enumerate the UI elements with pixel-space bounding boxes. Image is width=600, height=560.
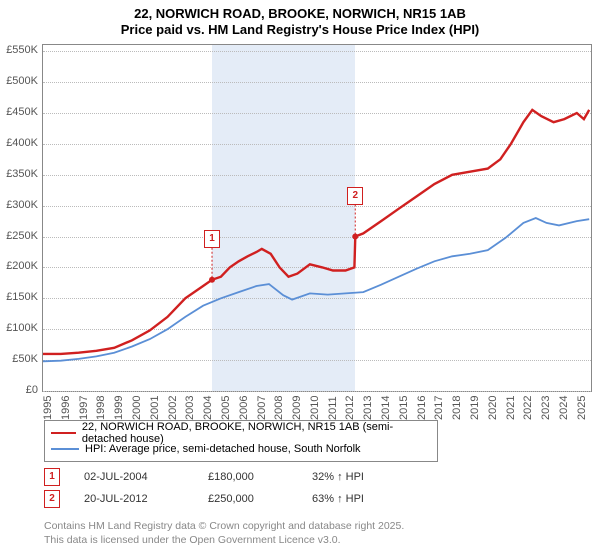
legend-label: 22, NORWICH ROAD, BROOKE, NORWICH, NR15 … — [82, 421, 431, 445]
xtick-label: 2023 — [540, 396, 552, 420]
xtick-label: 2014 — [380, 396, 392, 420]
attribution-line-1: Contains HM Land Registry data © Crown c… — [44, 520, 404, 534]
sale-event-row: 2 20-JUL-2012 £250,000 63% ↑ HPI — [44, 488, 402, 510]
plot-area: 12 — [42, 44, 592, 392]
legend-label: HPI: Average price, semi-detached house,… — [85, 443, 361, 455]
xtick-label: 2021 — [505, 396, 517, 420]
event-marker-icon: 1 — [44, 468, 60, 486]
xtick-label: 2022 — [522, 396, 534, 420]
xtick-label: 1997 — [78, 396, 90, 420]
legend-item: 22, NORWICH ROAD, BROOKE, NORWICH, NR15 … — [51, 425, 431, 441]
ytick-label: £300K — [0, 199, 38, 211]
sale-marker-2: 2 — [347, 187, 363, 205]
ytick-label: £250K — [0, 230, 38, 242]
xtick-label: 2005 — [220, 396, 232, 420]
xtick-label: 1999 — [113, 396, 125, 420]
ytick-label: £350K — [0, 168, 38, 180]
ytick-label: £400K — [0, 137, 38, 149]
event-vs-hpi: 32% ↑ HPI — [312, 471, 402, 483]
ytick-label: £550K — [0, 44, 38, 56]
xtick-label: 1996 — [60, 396, 72, 420]
chart-title: 22, NORWICH ROAD, BROOKE, NORWICH, NR15 … — [0, 0, 600, 39]
legend-swatch — [51, 432, 76, 434]
ytick-label: £500K — [0, 75, 38, 87]
xtick-label: 2017 — [433, 396, 445, 420]
event-vs-hpi: 63% ↑ HPI — [312, 493, 402, 505]
ytick-label: £450K — [0, 106, 38, 118]
xtick-label: 2010 — [309, 396, 321, 420]
series-subject — [43, 110, 589, 354]
xtick-label: 2016 — [416, 396, 428, 420]
xtick-label: 2025 — [576, 396, 588, 420]
xtick-label: 2024 — [558, 396, 570, 420]
sale-marker-1: 1 — [204, 230, 220, 248]
ytick-label: £200K — [0, 260, 38, 272]
xtick-label: 1995 — [42, 396, 54, 420]
xtick-label: 1998 — [95, 396, 107, 420]
xtick-label: 2015 — [398, 396, 410, 420]
xtick-label: 2019 — [469, 396, 481, 420]
event-date: 02-JUL-2004 — [84, 471, 184, 483]
ytick-label: £100K — [0, 322, 38, 334]
xtick-label: 2007 — [256, 396, 268, 420]
legend-swatch — [51, 448, 79, 450]
attribution-line-2: This data is licensed under the Open Gov… — [44, 534, 404, 548]
xtick-label: 2012 — [344, 396, 356, 420]
event-marker-icon: 2 — [44, 490, 60, 508]
legend: 22, NORWICH ROAD, BROOKE, NORWICH, NR15 … — [44, 420, 438, 462]
xtick-label: 2003 — [184, 396, 196, 420]
event-price: £180,000 — [208, 471, 288, 483]
xtick-label: 2020 — [487, 396, 499, 420]
xtick-label: 2004 — [202, 396, 214, 420]
xtick-label: 2018 — [451, 396, 463, 420]
ytick-label: £50K — [0, 353, 38, 365]
event-date: 20-JUL-2012 — [84, 493, 184, 505]
title-line-1: 22, NORWICH ROAD, BROOKE, NORWICH, NR15 … — [0, 6, 600, 22]
xtick-label: 2001 — [149, 396, 161, 420]
xtick-label: 2011 — [327, 396, 339, 420]
sale-events-table: 1 02-JUL-2004 £180,000 32% ↑ HPI 2 20-JUL-201… — [44, 466, 402, 510]
title-line-2: Price paid vs. HM Land Registry's House … — [0, 22, 600, 38]
series-hpi — [43, 218, 589, 361]
figure: { "title": { "line1": "22, NORWICH ROAD,… — [0, 0, 600, 560]
line-series — [43, 45, 591, 391]
xtick-label: 2002 — [167, 396, 179, 420]
xtick-label: 2000 — [131, 396, 143, 420]
xtick-label: 2013 — [362, 396, 374, 420]
xtick-label: 2006 — [238, 396, 250, 420]
xtick-label: 2009 — [291, 396, 303, 420]
event-price: £250,000 — [208, 493, 288, 505]
gridline — [43, 391, 591, 392]
ytick-label: £0 — [0, 384, 38, 396]
attribution: Contains HM Land Registry data © Crown c… — [44, 520, 404, 547]
sale-event-row: 1 02-JUL-2004 £180,000 32% ↑ HPI — [44, 466, 402, 488]
ytick-label: £150K — [0, 291, 38, 303]
xtick-label: 2008 — [273, 396, 285, 420]
